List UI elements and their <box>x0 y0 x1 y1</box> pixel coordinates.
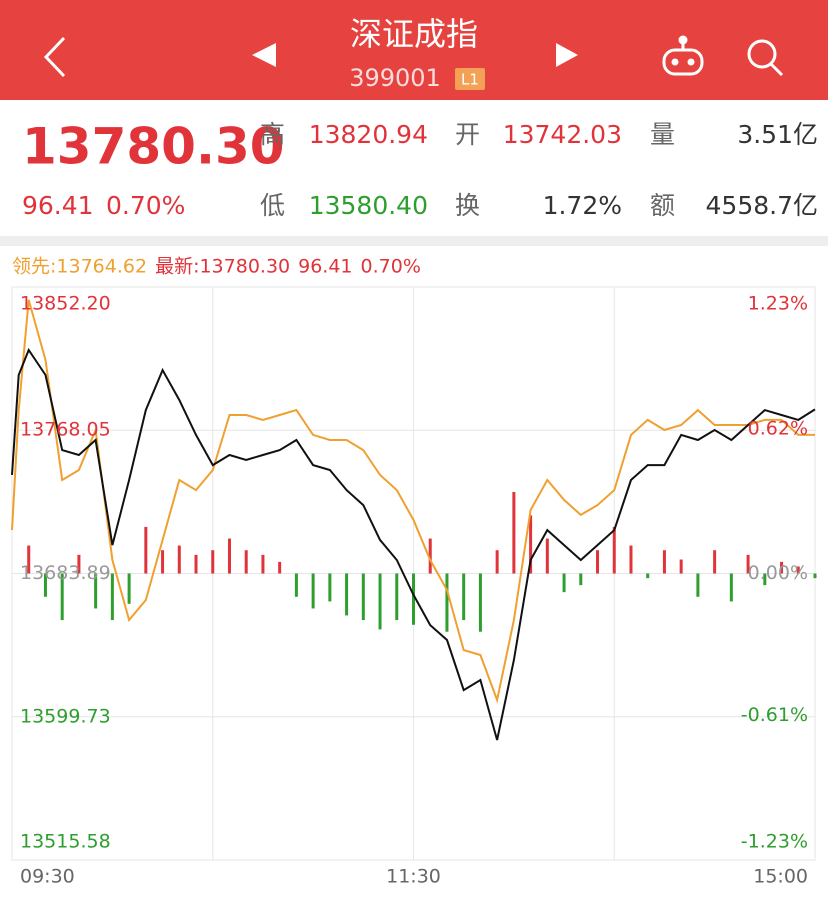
strength-bar <box>780 561 784 574</box>
strength-bar <box>412 573 415 625</box>
strength-bar <box>395 573 399 621</box>
strength-bar <box>328 573 332 602</box>
strength-bar <box>60 573 64 621</box>
stat-label: 低 <box>260 191 285 220</box>
strength-bar <box>294 573 298 597</box>
stat-value: 1.72% <box>543 191 622 220</box>
robot-button[interactable] <box>662 35 704 76</box>
x-tick-label: 11:30 <box>386 866 441 888</box>
stat-value: 3.51亿 <box>737 120 818 149</box>
y-tick-label: 13852.20 <box>20 293 111 315</box>
strength-bar <box>278 561 282 574</box>
x-tick-label: 09:30 <box>20 866 75 888</box>
strength-bar <box>462 573 466 621</box>
legend-text: 最新:13780.30 <box>155 256 290 278</box>
y2-tick-label: 0.00% <box>748 562 808 584</box>
strength-bar <box>311 573 315 609</box>
index-name: 深证成指 <box>350 15 478 53</box>
strength-bar <box>94 573 98 609</box>
y-tick-label: 13683.89 <box>20 562 111 584</box>
strength-bar <box>77 554 81 574</box>
x-tick-label: 15:00 <box>753 866 808 888</box>
strength-bar <box>27 545 31 574</box>
strength-bar <box>161 550 165 574</box>
prev-button[interactable] <box>252 43 276 67</box>
y2-tick-label: 1.23% <box>748 293 808 315</box>
strength-bar <box>345 573 349 616</box>
strength-bar <box>227 538 231 574</box>
strength-bar <box>662 550 666 574</box>
back-button[interactable] <box>43 36 66 78</box>
y-tick-label: 13599.73 <box>20 705 111 727</box>
strength-bar <box>495 550 499 574</box>
stat-label: 开 <box>455 120 480 149</box>
y2-tick-label: -0.61% <box>741 704 808 726</box>
change: 96.41 <box>22 191 94 220</box>
legend-text: 0.70% <box>361 256 421 278</box>
strength-bar <box>729 573 733 602</box>
stat-label: 高 <box>260 120 285 149</box>
stat-label: 换 <box>455 191 480 220</box>
strength-bar <box>110 573 114 621</box>
change-pct: 0.70% <box>106 191 185 220</box>
strength-bar <box>211 550 215 574</box>
strength-bar <box>646 573 650 579</box>
y2-tick-label: 0.62% <box>748 418 808 440</box>
strength-bar <box>679 559 683 574</box>
strength-bar <box>763 573 767 586</box>
strength-bar <box>562 573 566 593</box>
next-button[interactable] <box>556 43 578 67</box>
y-tick-label: 13768.05 <box>20 419 111 441</box>
strength-bar <box>579 573 583 586</box>
strength-bar <box>428 538 432 574</box>
strength-bar <box>445 573 449 632</box>
stat-label: 量 <box>650 120 675 149</box>
strength-bar <box>612 526 616 574</box>
strength-bar <box>144 526 148 574</box>
search-button[interactable] <box>747 39 784 77</box>
strength-bar <box>796 566 800 574</box>
strength-bar <box>629 545 633 574</box>
strength-bar <box>361 573 365 621</box>
strength-bar <box>596 550 600 574</box>
strength-bar <box>529 515 533 574</box>
strength-bar <box>378 573 382 630</box>
price-line <box>11 347 816 741</box>
index-code: 399001 <box>349 64 441 92</box>
legend-text: 96.41 <box>298 256 352 278</box>
strength-bar <box>512 491 516 574</box>
stat-label: 额 <box>650 191 675 220</box>
level-badge: L1 <box>461 71 479 89</box>
strength-bar <box>127 573 131 604</box>
y2-tick-label: -1.23% <box>741 831 808 853</box>
strength-bar <box>177 545 181 574</box>
strength-bar <box>261 554 265 574</box>
stat-value: 13742.03 <box>503 120 622 149</box>
strength-bar <box>545 538 549 574</box>
level-badge-bg <box>455 68 485 90</box>
stat-value: 13820.94 <box>309 120 428 149</box>
legend-text: 领先:13764.62 <box>12 256 147 278</box>
strength-bar <box>696 573 700 597</box>
strength-bar <box>244 550 248 574</box>
strength-bar <box>43 573 47 597</box>
stat-value: 13580.40 <box>309 191 428 220</box>
strength-bar <box>194 554 198 574</box>
strength-bar <box>478 573 482 632</box>
price-line <box>11 299 815 704</box>
divider <box>0 236 828 246</box>
strength-bar <box>746 554 750 574</box>
last-price: 13780.30 <box>22 118 285 176</box>
y-tick-label: 13515.58 <box>20 831 111 853</box>
strength-bar <box>813 573 817 579</box>
stat-value: 4558.7亿 <box>706 191 818 220</box>
strength-bar <box>713 550 717 574</box>
